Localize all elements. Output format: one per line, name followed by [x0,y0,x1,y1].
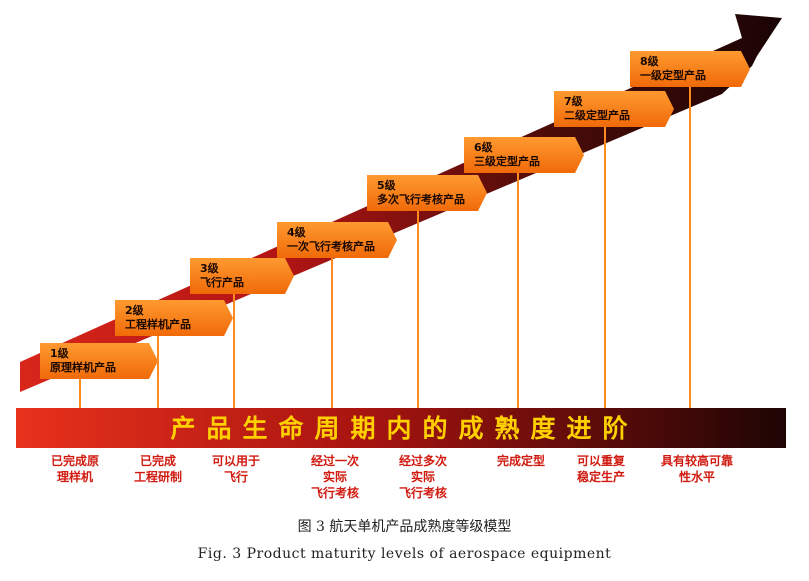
description-line: 具有较高可靠 [660,454,733,468]
description-line: 飞行考核 [398,486,447,500]
level-number: 4级 [287,226,306,239]
level-name: 工程样机产品 [125,318,191,331]
level-description-6: 完成定型 [476,453,566,469]
level-tag-text-6: 6级 三级定型产品 [474,141,540,169]
level-name: 一级定型产品 [640,69,706,82]
description-line: 理样机 [56,470,93,484]
level-tag-text-8: 8级 一级定型产品 [640,55,706,83]
level-number: 2级 [125,304,144,317]
description-line: 已完成 [139,454,176,468]
description-line: 可以用于 [211,454,260,468]
level-tag-text-7: 7级 二级定型产品 [564,95,630,123]
level-name: 二级定型产品 [564,109,630,122]
description-line: 飞行考核 [310,486,359,500]
level-description-2: 已完成 工程研制 [113,453,203,485]
level-number: 1级 [50,347,69,360]
level-tag-text-5: 5级 多次飞行考核产品 [377,179,465,207]
level-number: 3级 [200,262,219,275]
description-line: 工程研制 [133,470,182,484]
level-description-7: 可以重复 稳定生产 [556,453,646,485]
level-tag-text-4: 4级 一次飞行考核产品 [287,226,375,254]
level-name: 多次飞行考核产品 [377,193,465,206]
description-line: 性水平 [678,470,715,484]
description-line: 经过一次 [310,454,359,468]
level-tag-3 [190,258,294,294]
level-tag-6 [464,137,584,173]
description-line: 稳定生产 [576,470,625,484]
level-name: 飞行产品 [200,276,244,289]
level-number: 7级 [564,95,583,108]
description-line: 已完成原 [50,454,99,468]
level-description-3: 可以用于 飞行 [191,453,281,485]
banner-text: 产品生命周期内的成熟度进阶 [170,414,639,443]
level-description-8: 具有较高可靠 性水平 [652,453,742,485]
level-tag-5 [367,175,487,211]
description-line: 实际 [410,470,435,484]
level-name: 原理样机产品 [50,361,116,374]
level-tag-text-3: 3级 飞行产品 [200,262,244,290]
level-tag-4 [277,222,397,258]
description-line: 完成定型 [496,454,545,468]
figure-caption-en: Fig. 3 Product maturity levels of aerosp… [197,546,612,562]
level-tag-text-1: 1级 原理样机产品 [50,347,116,375]
level-tag-8 [630,51,750,87]
description-line: 飞行 [223,470,248,484]
level-name: 三级定型产品 [474,155,540,168]
level-description-5: 经过多次实际飞行考核 [378,453,468,501]
level-number: 8级 [640,55,659,68]
level-tag-1 [40,343,158,379]
level-tag-text-2: 2级 工程样机产品 [125,304,191,332]
level-name: 一次飞行考核产品 [287,240,375,253]
level-number: 6级 [474,141,493,154]
level-tag-7 [554,91,674,127]
description-line: 经过多次 [398,454,447,468]
figure-caption-cn: 图 3 航天单机产品成熟度等级模型 [297,519,512,535]
description-line: 实际 [322,470,347,484]
banner-bar [16,408,786,448]
level-tag-2 [115,300,233,336]
level-description-1: 已完成原 理样机 [30,453,120,485]
level-number: 5级 [377,179,396,192]
description-line: 可以重复 [576,454,625,468]
level-description-4: 经过一次实际飞行考核 [290,453,380,501]
